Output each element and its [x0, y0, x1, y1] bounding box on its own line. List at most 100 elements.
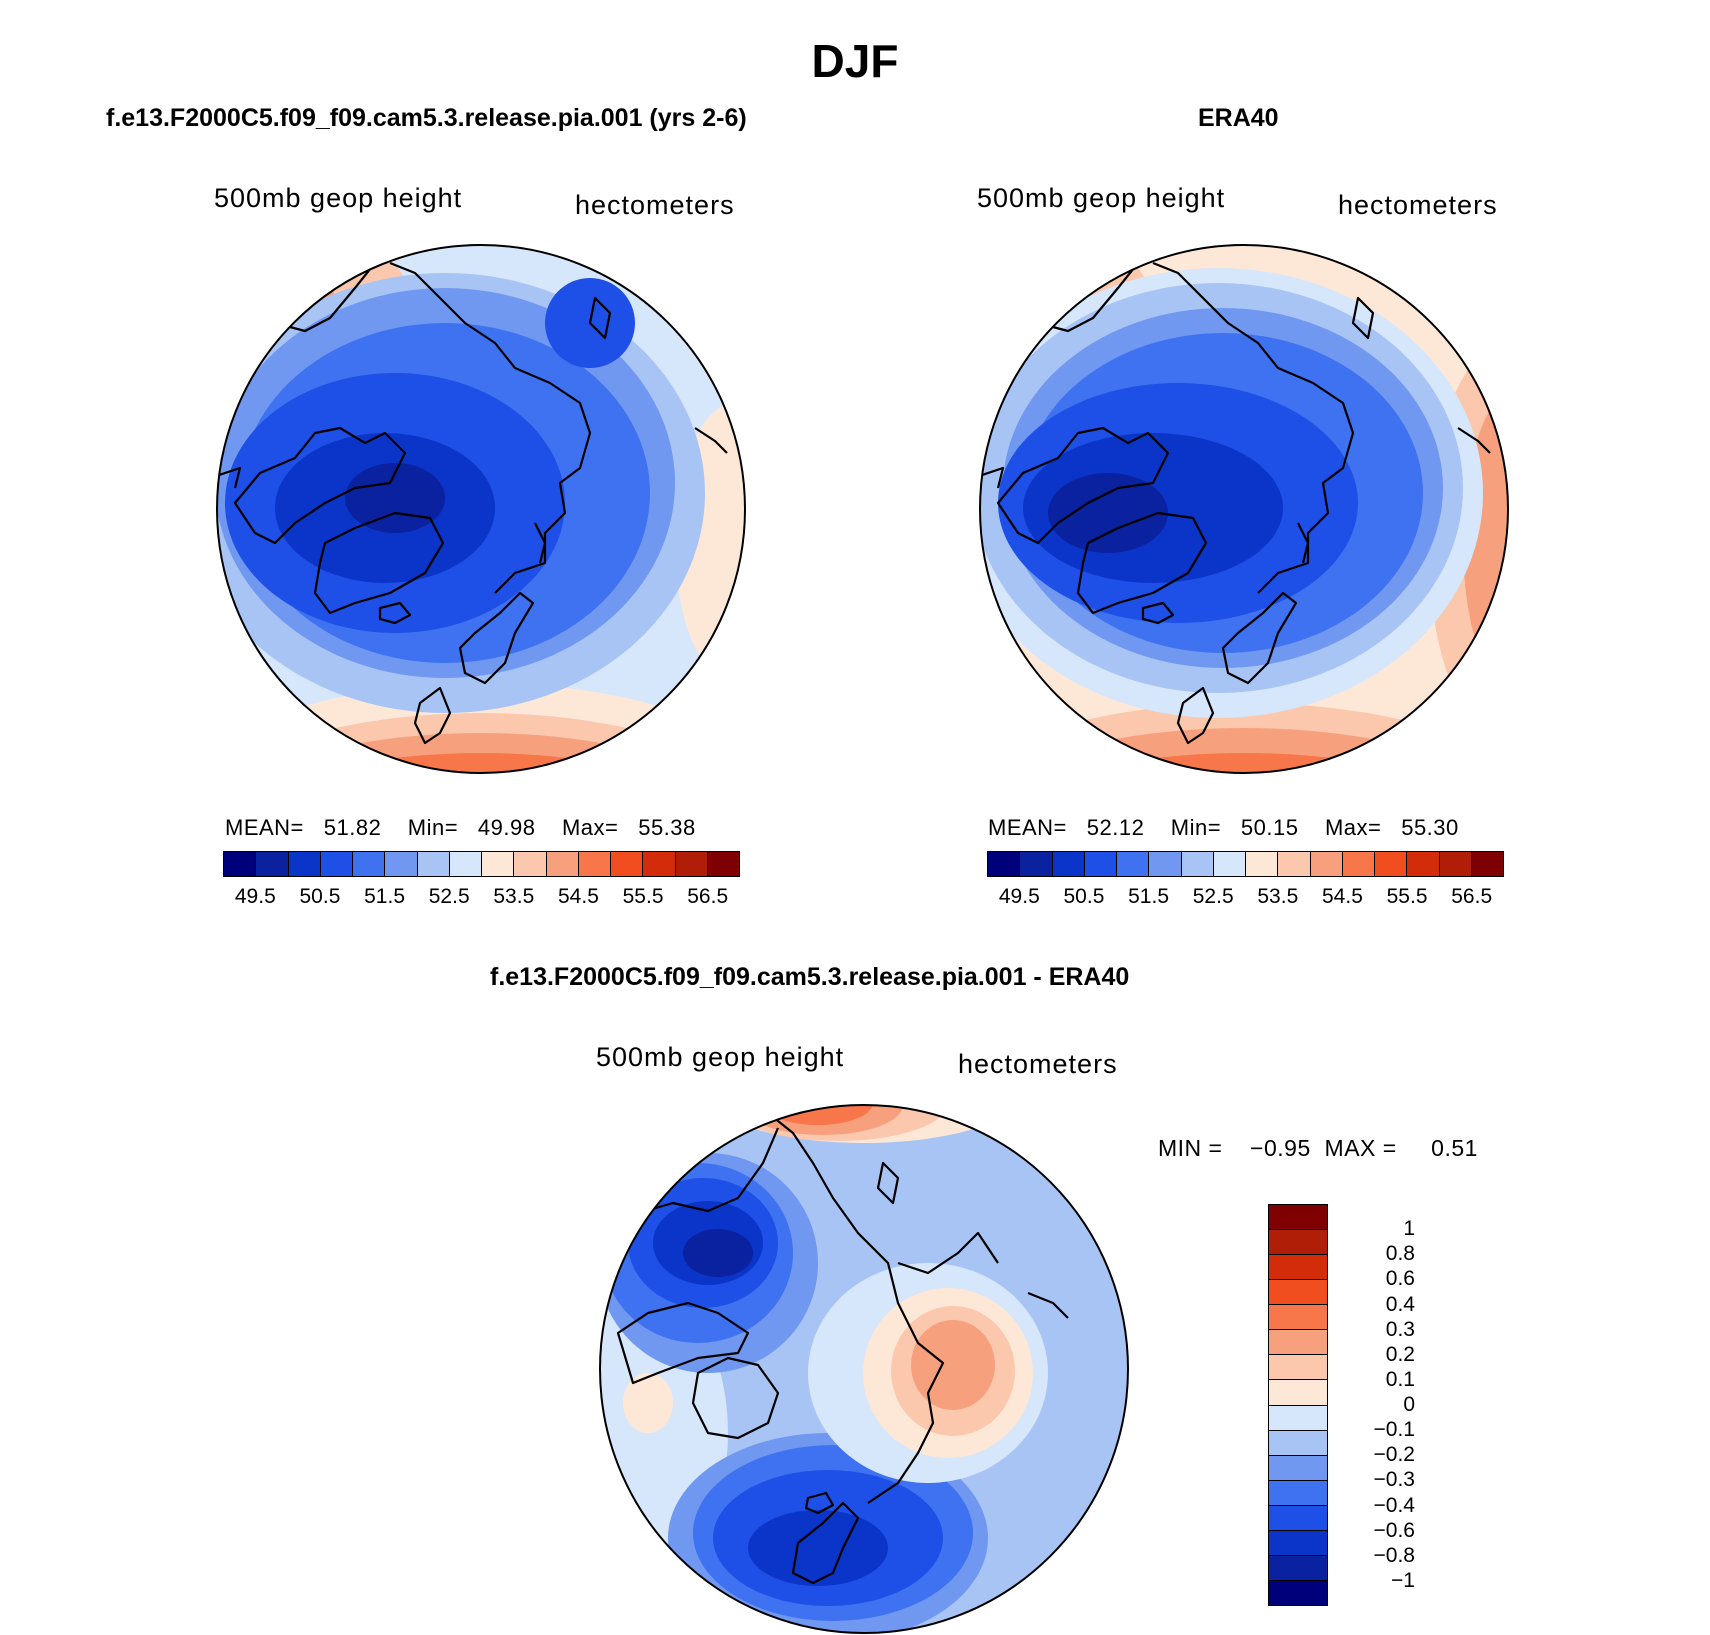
panel3-min-label: MIN = [1158, 1135, 1223, 1161]
colorbar-swatch-15 [1269, 1580, 1327, 1605]
panel2-polar-map [979, 244, 1509, 774]
colorbar-tick-label: 0.4 [1385, 1292, 1415, 1316]
colorbar-tick-label: 51.5 [364, 885, 405, 908]
colorbar-tick-label: −0.8 [1373, 1543, 1415, 1567]
panel2-coast-canada [996, 426, 1170, 545]
colorbar-tick-label: 54.5 [558, 885, 599, 908]
colorbar-tick-label: 49.5 [234, 885, 276, 908]
panel1-colorbar-ticks: 49.5 50.5 51.5 52.5 53.5 54.5 55.5 56.5 [223, 885, 740, 911]
panel2-colorbar [987, 851, 1504, 877]
panel1-coast-greenland [313, 511, 445, 615]
panel2-coast-japan [1457, 427, 1491, 454]
panel1-mean-label: MEAN= [225, 815, 304, 840]
colorbar-swatch-7 [1269, 1380, 1327, 1406]
panel1-coast-iceland [378, 601, 412, 625]
colorbar-swatch-14 [675, 852, 708, 876]
colorbar-swatch-2 [288, 852, 321, 876]
panel2-mean-value: 52.12 [1086, 815, 1145, 840]
panel1-max-label: Max= [561, 815, 619, 840]
panel3-variable-label: 500mb geop height [596, 1042, 845, 1072]
panel2-coast-greenland [1076, 511, 1208, 615]
panel2-field-warm-nw-core [980, 268, 1043, 358]
colorbar-swatch-13 [1407, 852, 1440, 876]
colorbar-tick-label: 49.5 [998, 885, 1040, 908]
panel2-coast-caspian [1297, 522, 1310, 564]
colorbar-swatch-14 [1269, 1555, 1327, 1581]
panel1-max-value: 55.38 [638, 815, 696, 840]
panel1-variable-label: 500mb geop height [214, 183, 463, 213]
panel2-colorbar-ticks: 49.5 50.5 51.5 52.5 53.5 54.5 55.5 56.5 [987, 885, 1504, 911]
colorbar-tick-label: 0.8 [1385, 1242, 1415, 1266]
colorbar-swatch-12 [1375, 852, 1408, 876]
colorbar-swatch-15 [707, 852, 739, 876]
panel1-coast-japan [694, 427, 728, 454]
colorbar-swatch-14 [1439, 852, 1472, 876]
panel3-field-cool-nw-core [683, 1229, 753, 1277]
colorbar-swatch-8 [1246, 852, 1279, 876]
panel2-stats: MEAN= 52.12 Min= 50.15 Max= 55.30 [988, 815, 1459, 841]
colorbar-swatch-7 [1213, 852, 1246, 876]
colorbar-tick-label: 50.5 [299, 885, 341, 908]
colorbar-tick-label: −1 [1391, 1568, 1415, 1592]
colorbar-swatch-12 [611, 852, 644, 876]
panel3-stats: MIN = −0.95 MAX = 0.51 [1158, 1135, 1478, 1162]
figure-title: DJF [811, 35, 899, 87]
panel3-coast-alaska [637, 1127, 780, 1215]
colorbar-tick-label: 53.5 [493, 885, 535, 908]
colorbar-tick-label: 0.3 [1385, 1317, 1415, 1341]
colorbar-swatch-9 [1278, 852, 1311, 876]
colorbar-swatch-6 [1269, 1355, 1327, 1381]
panel3-max-label: MAX = [1324, 1135, 1397, 1161]
colorbar-tick-label: 52.5 [428, 885, 470, 908]
colorbar-swatch-1 [1269, 1230, 1327, 1256]
panel3-field-warm-west [623, 1373, 673, 1433]
colorbar-tick-label: 0.2 [1385, 1342, 1415, 1366]
panel3-field-cool-south-core [748, 1510, 888, 1586]
colorbar-swatch-5 [1269, 1330, 1327, 1356]
panel3-polar-map [599, 1104, 1129, 1634]
panel3-coast-scandinavia [791, 1501, 860, 1585]
colorbar-swatch-8 [482, 852, 515, 876]
colorbar-tick-label: −0.1 [1373, 1418, 1415, 1442]
colorbar-tick-label: −0.4 [1373, 1493, 1415, 1517]
colorbar-swatch-2 [1269, 1255, 1327, 1281]
panel1-coast-scandinavia [458, 591, 535, 685]
panel2-max-label: Max= [1324, 815, 1382, 840]
colorbar-tick-label: 54.5 [1322, 885, 1363, 908]
colorbar-swatch-3 [1084, 852, 1117, 876]
panel2-min-label: Min= [1170, 815, 1222, 840]
colorbar-swatch-4 [1269, 1305, 1327, 1331]
colorbar-swatch-11 [1342, 852, 1375, 876]
panel3-colorbar-ticks: 1 0.8 0.6 0.4 0.3 0.2 0.1 0 −0.1 −0.2 −0.3 −0.4 −0.6… [1335, 1204, 1415, 1606]
panel3-coast-japan [1027, 1291, 1069, 1319]
colorbar-tick-label: 56.5 [1451, 885, 1493, 908]
panel3-min-value: −0.95 [1250, 1135, 1311, 1161]
colorbar-swatch-4 [353, 852, 386, 876]
panel3-field-warm-north-3 [743, 1105, 903, 1135]
panel2-title: ERA40 [1198, 104, 1279, 132]
colorbar-swatch-5 [1149, 852, 1182, 876]
colorbar-swatch-13 [643, 852, 676, 876]
panel1-coast-caspian [534, 522, 547, 564]
panel3-coast-asia-pacific [897, 1231, 999, 1275]
colorbar-swatch-11 [1269, 1480, 1327, 1506]
colorbar-swatch-9 [514, 852, 547, 876]
colorbar-tick-label: 51.5 [1128, 885, 1169, 908]
panel2-map-border [979, 244, 1509, 774]
colorbar-swatch-6 [1181, 852, 1214, 876]
colorbar-tick-label: 50.5 [1063, 885, 1105, 908]
panel2-min-value: 50.15 [1240, 815, 1299, 840]
panel3-coast-eurasia [767, 1112, 945, 1504]
colorbar-swatch-11 [578, 852, 611, 876]
colorbar-swatch-12 [1269, 1505, 1327, 1531]
colorbar-swatch-5 [385, 852, 418, 876]
panel1-min-value: 49.98 [477, 815, 536, 840]
panel2-field-cool-core [1048, 473, 1168, 553]
panel2-coast-scandinavia [1221, 591, 1298, 685]
panel2-coast-iceland [1141, 601, 1175, 625]
panel1-colorbar [223, 851, 740, 877]
panel1-map-border [216, 244, 746, 774]
colorbar-tick-label: 55.5 [1386, 885, 1428, 908]
colorbar-swatch-15 [1471, 852, 1503, 876]
colorbar-swatch-9 [1269, 1430, 1327, 1456]
